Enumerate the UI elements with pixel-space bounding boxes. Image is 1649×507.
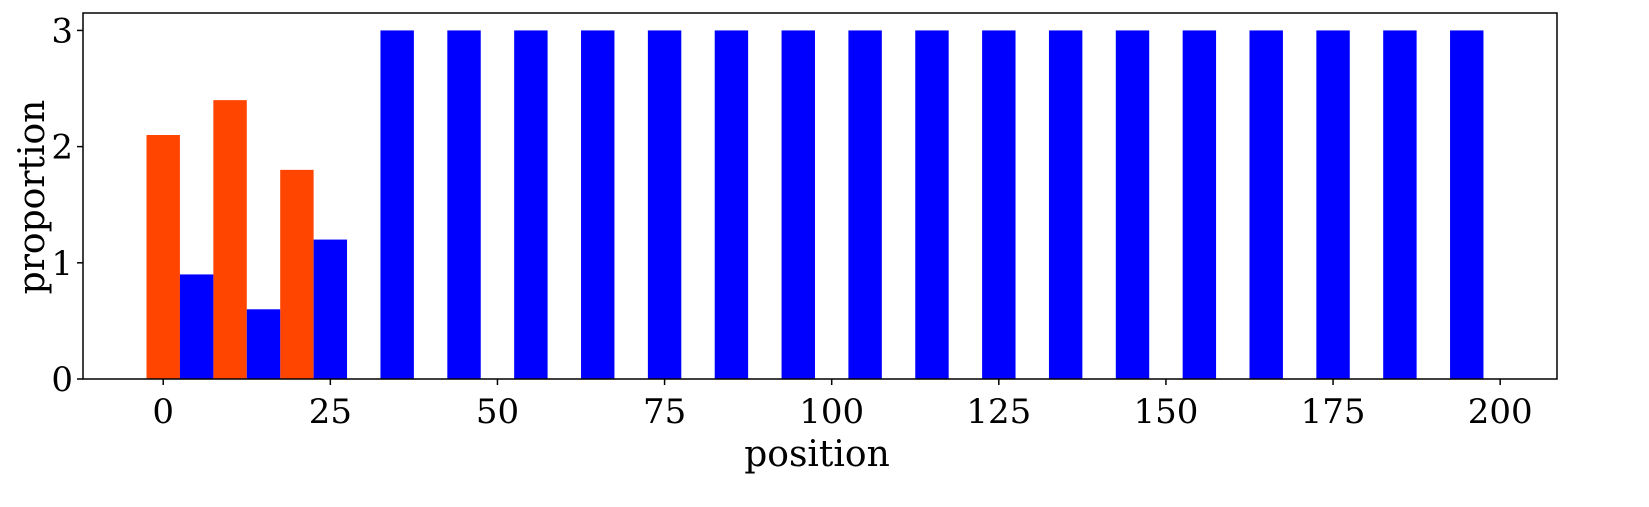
- bar: [179, 274, 214, 379]
- bar: [213, 100, 247, 379]
- x-tick-label: 100: [799, 392, 864, 432]
- y-tick-label: 0: [51, 360, 73, 400]
- x-axis-label: position: [744, 434, 890, 475]
- y-axis-ticks: 0 1 2 3: [51, 11, 83, 400]
- bar: [514, 30, 548, 380]
- bar: [246, 309, 281, 379]
- bar: [1450, 30, 1484, 380]
- bar: [1316, 30, 1350, 380]
- bar: [848, 30, 882, 380]
- bar: [146, 135, 180, 379]
- y-axis-label: proportion: [12, 100, 53, 295]
- x-tick-label: 75: [643, 392, 686, 432]
- x-tick-label: 125: [966, 392, 1031, 432]
- bar: [1115, 30, 1150, 380]
- bar: [781, 30, 815, 380]
- x-axis-ticks: 0 25 50 75 100 125 150 175 200: [152, 379, 1533, 432]
- bar: [313, 239, 348, 379]
- bar: [280, 169, 314, 379]
- x-tick-label: 25: [309, 392, 352, 432]
- bar: [1182, 30, 1217, 380]
- bar: [982, 30, 1016, 380]
- bar: [647, 30, 682, 380]
- x-tick-label: 175: [1301, 392, 1366, 432]
- y-tick-label: 1: [51, 244, 73, 284]
- bar: [1249, 30, 1283, 380]
- bar: [380, 30, 414, 380]
- y-tick-label: 2: [51, 128, 73, 168]
- x-tick-label: 0: [152, 392, 174, 432]
- y-tick-label: 3: [51, 11, 73, 51]
- plot-frame: [82, 12, 1558, 380]
- bars-group: [146, 30, 1484, 380]
- bar: [1383, 30, 1417, 380]
- bar: [1048, 30, 1083, 380]
- x-tick-label: 150: [1133, 392, 1198, 432]
- bar: [581, 30, 615, 380]
- bar: [714, 30, 749, 380]
- bar: [915, 30, 949, 380]
- x-tick-label: 200: [1468, 392, 1533, 432]
- x-tick-label: 50: [476, 392, 519, 432]
- bar: [447, 30, 481, 380]
